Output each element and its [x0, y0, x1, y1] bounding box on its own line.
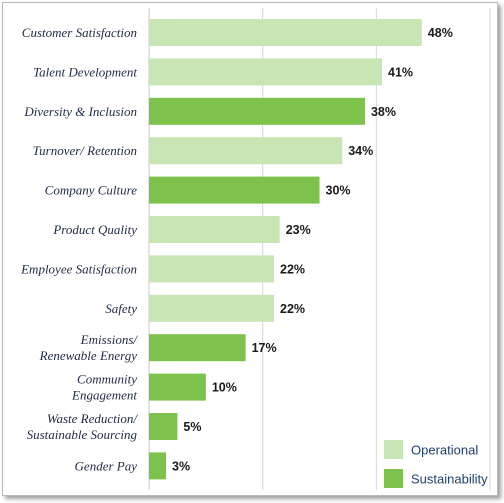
bar: [149, 176, 320, 204]
legend-swatch: [384, 469, 403, 488]
category-label-line: Talent Development: [33, 64, 137, 79]
bar: [149, 137, 343, 165]
value-label: 10%: [212, 381, 237, 395]
category-label-line: Gender Pay: [75, 458, 138, 473]
category-label-line: Product Quality: [52, 222, 137, 237]
category-label: Community Engagement: [71, 372, 137, 403]
category-label: Company Culture: [45, 183, 138, 198]
category-label-line: Emissions/: [80, 332, 139, 347]
category-label: Waste Reduction/Sustainable Sourcing: [27, 411, 139, 442]
bar: [149, 294, 275, 322]
value-label: 38%: [371, 105, 396, 119]
bar: [149, 373, 206, 401]
legend-label: Sustainability: [411, 472, 488, 487]
category-label-line: Sustainable Sourcing: [27, 427, 138, 442]
bar: [149, 334, 246, 362]
category-label: Emissions/Renewable Energy: [39, 332, 139, 363]
category-label: Safety: [105, 301, 137, 316]
category-label-line: Waste Reduction/: [47, 411, 139, 426]
category-label: Gender Pay: [75, 458, 138, 473]
category-label: Employee Satisfaction: [20, 261, 137, 276]
bar: [149, 255, 275, 283]
value-label: 3%: [172, 459, 190, 473]
category-label: Customer Satisfaction: [22, 25, 137, 40]
category-label: Product Quality: [52, 222, 137, 237]
bar: [149, 413, 178, 440]
category-label: Talent Development: [33, 64, 137, 79]
category-label-line: Turnover/ Retention: [33, 143, 137, 158]
category-label-line: Renewable Energy: [39, 348, 138, 363]
bar: [149, 216, 280, 243]
bar: [149, 58, 383, 86]
bar: [149, 452, 167, 480]
category-label: Diversity & Inclusion: [23, 104, 137, 119]
value-label: 48%: [428, 26, 453, 40]
legend-label: Operational: [411, 443, 478, 458]
category-label-line: Safety: [105, 301, 137, 316]
category-label-line: Diversity & Inclusion: [23, 104, 137, 119]
category-label-line: Engagement: [71, 388, 137, 403]
value-label: 22%: [280, 262, 305, 276]
value-label: 5%: [183, 420, 201, 434]
category-label-line: Company Culture: [45, 183, 138, 198]
category-label-line: Employee Satisfaction: [20, 261, 137, 276]
value-label: 23%: [286, 223, 311, 237]
bar: [149, 97, 365, 125]
category-label: Turnover/ Retention: [33, 143, 137, 158]
legend-swatch: [384, 440, 403, 459]
value-label: 34%: [348, 144, 373, 158]
bar: [149, 19, 422, 46]
value-label: 17%: [252, 341, 277, 355]
value-label: 22%: [280, 302, 305, 316]
value-label: 30%: [326, 184, 351, 198]
category-label-line: Community: [77, 372, 137, 387]
category-label-line: Customer Satisfaction: [22, 25, 137, 40]
value-label: 41%: [388, 65, 413, 79]
